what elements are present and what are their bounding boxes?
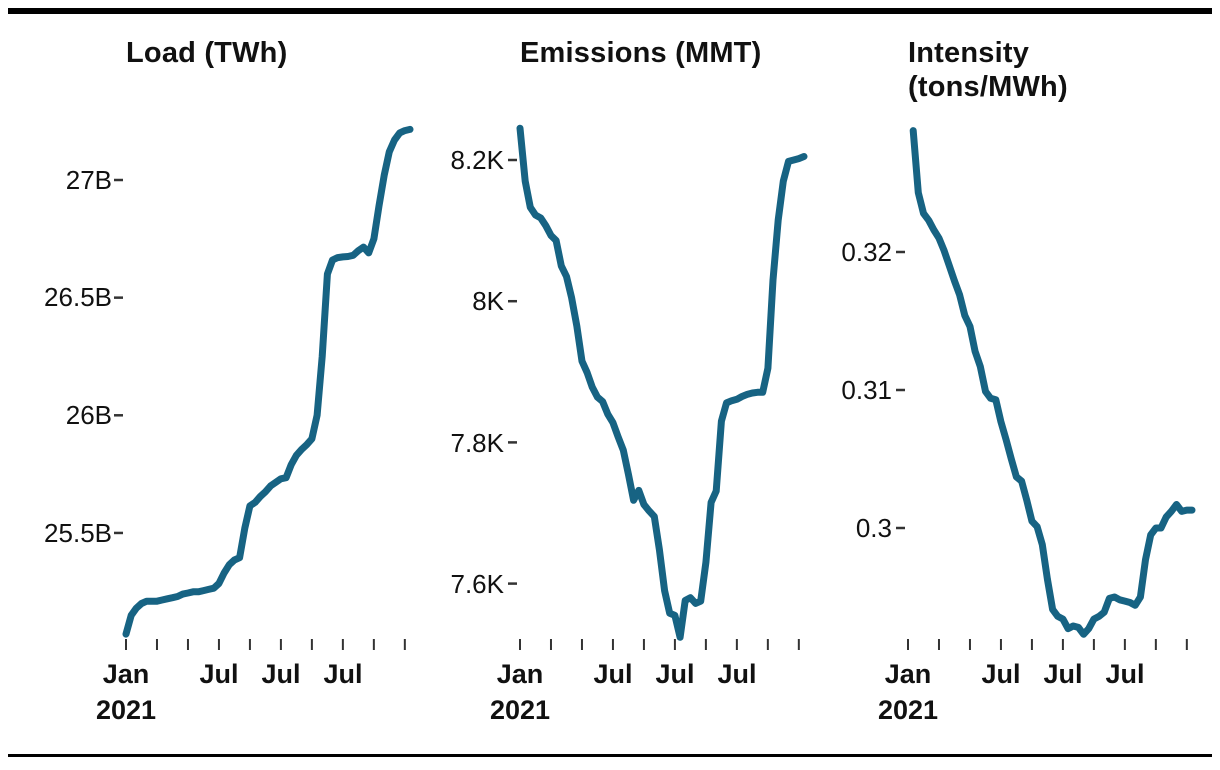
chart-title-line1: Intensity: [908, 37, 1030, 69]
y-tick-label: 8.2K: [450, 145, 505, 175]
x-tick-label: Jan: [496, 659, 544, 689]
x-tick-label: Jul: [199, 659, 239, 689]
bottom-rule: [8, 754, 1212, 757]
x-year-label: 2021: [489, 695, 551, 725]
x-tick-label: Jul: [593, 659, 633, 689]
chart-title-line2: (tons/MWh): [908, 71, 1068, 103]
x-tick-label: Jul: [323, 659, 363, 689]
y-tick-label: 26B: [65, 400, 112, 430]
x-year-label: 2021: [877, 695, 939, 725]
emissions-line: [516, 124, 808, 641]
y-tick-label: 0.31: [841, 375, 892, 405]
x-year-label: 2021: [95, 695, 157, 725]
y-tick-label: 27B: [65, 165, 112, 195]
chart-title-emissions: Emissions (MMT): [520, 36, 761, 70]
y-tick-label: 8K: [472, 286, 504, 316]
y-tick-label: 25.5B: [44, 518, 112, 548]
intensity-line: [909, 127, 1196, 638]
y-tick-label: 7.6K: [450, 569, 505, 599]
chart-title-line1: Load (TWh): [126, 37, 288, 69]
y-tick-label: 0.32: [841, 237, 892, 267]
y-tick-label: 7.8K: [450, 428, 505, 458]
x-tick-label: Jul: [1043, 659, 1083, 689]
x-tick-label: Jan: [884, 659, 932, 689]
x-tick-label: Jul: [261, 659, 301, 689]
x-tick-label: Jan: [102, 659, 150, 689]
x-tick-label: Jul: [981, 659, 1021, 689]
y-tick-label: 26.5B: [44, 282, 112, 312]
y-tick-label: 0.3: [855, 513, 892, 543]
top-rule: [8, 8, 1212, 14]
chart-title-line1: Emissions (MMT): [520, 37, 762, 69]
x-tick-label: Jul: [1105, 659, 1145, 689]
load-line: [122, 125, 414, 638]
chart-title-intensity: Intensity (tons/MWh): [908, 36, 1068, 104]
x-tick-label: Jul: [717, 659, 757, 689]
x-tick-label: Jul: [655, 659, 695, 689]
chart-title-load: Load (TWh): [126, 36, 287, 70]
